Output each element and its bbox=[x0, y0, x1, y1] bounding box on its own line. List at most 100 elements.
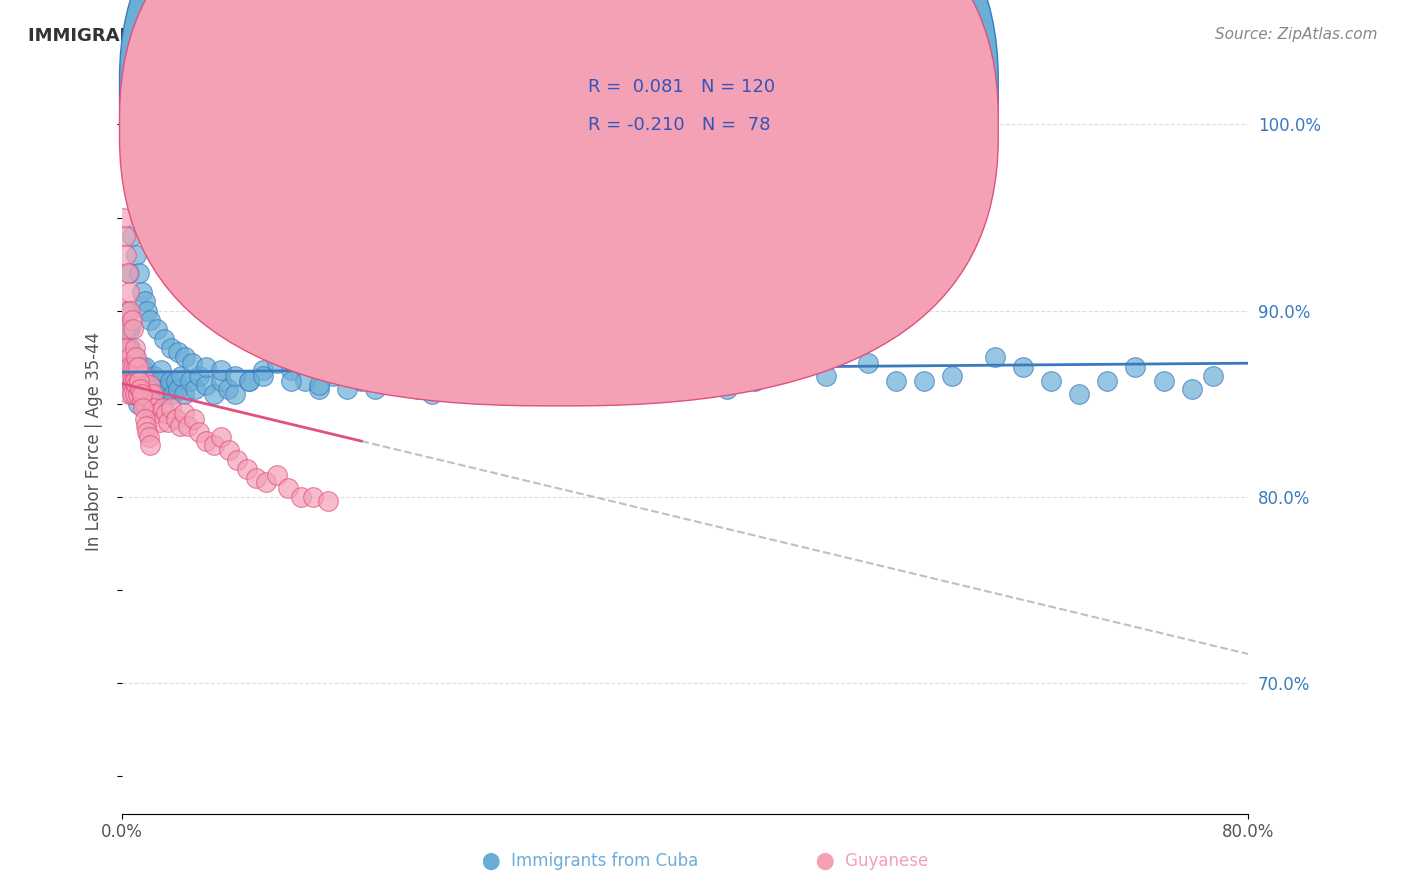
Point bbox=[519, 368, 541, 383]
Point bbox=[117, 322, 139, 336]
Point bbox=[148, 387, 170, 401]
Point bbox=[150, 363, 173, 377]
Point bbox=[135, 401, 157, 415]
Point bbox=[224, 387, 246, 401]
Point bbox=[170, 368, 193, 383]
Point bbox=[252, 368, 274, 383]
Point bbox=[209, 363, 232, 377]
Point bbox=[1125, 359, 1147, 374]
Point bbox=[131, 393, 153, 408]
Point bbox=[139, 378, 162, 392]
Point bbox=[125, 350, 148, 364]
Point bbox=[195, 378, 218, 392]
Point bbox=[114, 229, 136, 244]
Point bbox=[336, 382, 359, 396]
Point bbox=[114, 322, 136, 336]
Point bbox=[1181, 382, 1204, 396]
Point bbox=[266, 467, 288, 482]
Point bbox=[115, 359, 138, 374]
Point bbox=[202, 438, 225, 452]
Point bbox=[124, 350, 146, 364]
Point bbox=[1067, 387, 1090, 401]
Point bbox=[125, 378, 148, 392]
Point bbox=[124, 341, 146, 355]
Point bbox=[224, 368, 246, 383]
Point bbox=[122, 368, 145, 383]
Point bbox=[167, 344, 190, 359]
Point bbox=[149, 416, 172, 430]
Point bbox=[141, 375, 163, 389]
Point bbox=[716, 382, 738, 396]
Point bbox=[114, 378, 136, 392]
Point bbox=[884, 375, 907, 389]
Point bbox=[533, 375, 555, 389]
Point bbox=[132, 375, 155, 389]
Point bbox=[364, 382, 387, 396]
Point bbox=[138, 378, 160, 392]
Point bbox=[209, 430, 232, 444]
Point bbox=[912, 375, 935, 389]
Text: R =  0.081   N = 120: R = 0.081 N = 120 bbox=[588, 78, 775, 96]
Point bbox=[117, 378, 139, 392]
Point bbox=[322, 368, 344, 383]
Point bbox=[124, 359, 146, 374]
Point bbox=[118, 341, 141, 355]
Point bbox=[143, 401, 166, 415]
Point bbox=[217, 382, 239, 396]
Point bbox=[983, 350, 1005, 364]
Point bbox=[153, 387, 176, 401]
Point bbox=[392, 375, 415, 389]
Point bbox=[195, 434, 218, 448]
Point bbox=[1011, 359, 1033, 374]
Point bbox=[173, 387, 195, 401]
Point bbox=[152, 401, 174, 415]
Point bbox=[183, 411, 205, 425]
Point bbox=[127, 397, 149, 411]
Point bbox=[131, 387, 153, 401]
Point bbox=[547, 382, 569, 396]
Point bbox=[142, 378, 165, 392]
Point bbox=[744, 375, 766, 389]
Point bbox=[127, 359, 149, 374]
Point bbox=[294, 375, 316, 389]
Point bbox=[350, 375, 373, 389]
Point bbox=[218, 443, 240, 458]
Point bbox=[128, 375, 150, 389]
Point bbox=[308, 378, 330, 392]
Point bbox=[277, 481, 299, 495]
Point bbox=[378, 363, 401, 377]
Point bbox=[316, 493, 339, 508]
Point bbox=[139, 438, 162, 452]
Point bbox=[772, 363, 794, 377]
Y-axis label: In Labor Force | Age 35-44: In Labor Force | Age 35-44 bbox=[86, 332, 103, 550]
Point bbox=[236, 462, 259, 476]
Point bbox=[1202, 368, 1225, 383]
Point bbox=[226, 452, 249, 467]
Point bbox=[138, 430, 160, 444]
Point bbox=[136, 303, 159, 318]
Point bbox=[138, 393, 160, 408]
Point bbox=[1097, 375, 1119, 389]
Point bbox=[280, 375, 302, 389]
Point bbox=[336, 356, 359, 370]
Point bbox=[238, 375, 260, 389]
Point bbox=[127, 387, 149, 401]
Point bbox=[406, 382, 429, 396]
Point bbox=[121, 387, 143, 401]
Point bbox=[121, 359, 143, 374]
Point bbox=[245, 471, 267, 485]
Point bbox=[420, 387, 443, 401]
Point bbox=[139, 387, 162, 401]
Point bbox=[814, 368, 837, 383]
Point bbox=[135, 382, 157, 396]
Point bbox=[134, 387, 156, 401]
Point bbox=[142, 387, 165, 401]
Point bbox=[141, 401, 163, 415]
Point bbox=[181, 356, 204, 370]
Point bbox=[188, 425, 211, 439]
Point bbox=[188, 368, 211, 383]
Point bbox=[118, 368, 141, 383]
Point bbox=[120, 341, 142, 355]
Point bbox=[128, 267, 150, 281]
Point bbox=[115, 248, 138, 262]
